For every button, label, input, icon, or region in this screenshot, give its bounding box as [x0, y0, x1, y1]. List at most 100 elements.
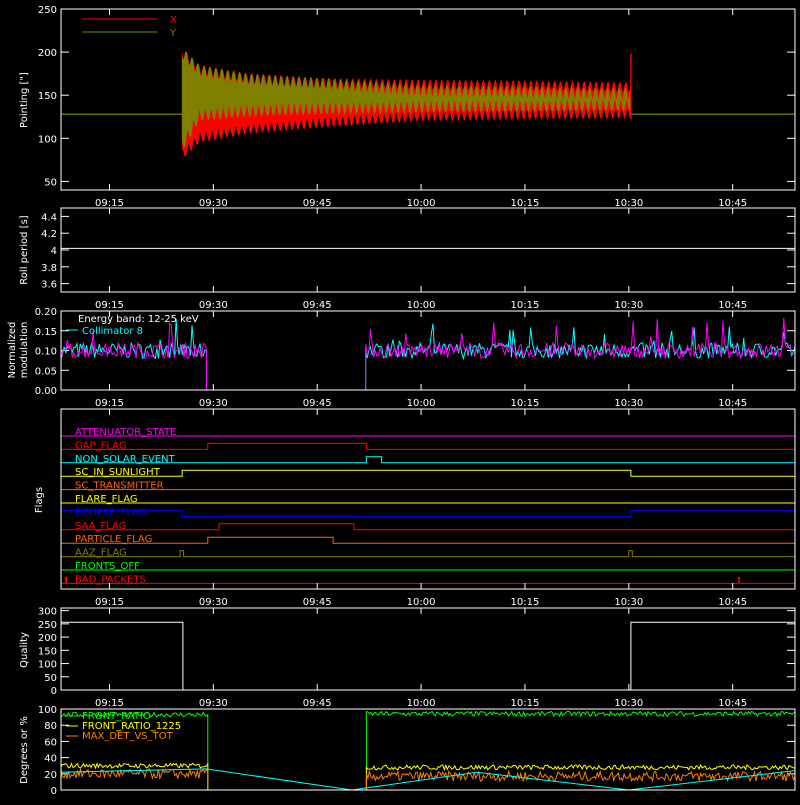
pointing-xtick-label: 10:45 — [718, 198, 747, 209]
flag-label-fronts-off: FRONTS_OFF — [75, 561, 140, 572]
flag-label-eclipse-flag: ECLIPSE_FLAG — [75, 507, 146, 518]
flag-label-non-solar-event: NON_SOLAR_EVENT — [75, 454, 176, 465]
flag-label-attenuator-state: ATTENUATOR_STATE — [75, 427, 176, 438]
quality-ytick-label: 50 — [44, 673, 57, 684]
modulation-series-2 — [60, 317, 796, 391]
flag-line-bad-packets — [61, 576, 795, 584]
pointing-xtick-label: 10:30 — [614, 198, 643, 209]
quality-ytick-label: 250 — [38, 620, 57, 631]
roll-ytick-label: 4.2 — [41, 229, 57, 240]
legend-x-label: X — [170, 15, 177, 26]
modulation-xtick-label: 10:00 — [407, 398, 436, 409]
modulation-ytick-label: 0.10 — [35, 347, 57, 358]
pointing-ytick-label: 50 — [44, 177, 57, 188]
pointing-xtick-label: 09:30 — [199, 198, 228, 209]
modulation-xtick-label: 10:45 — [718, 398, 747, 409]
flag-label-sc-transmitter: SC_TRANSMITTER — [75, 481, 164, 492]
pointing-ytick-label: 100 — [38, 134, 57, 145]
flag-label-sc-in-sunlight: SC_IN_SUNLIGHT — [75, 467, 161, 478]
quality-ytick-label: 100 — [38, 660, 57, 671]
modulation-annotation: Energy band: 12-25 keV — [78, 314, 199, 325]
modulation-ylabel-line1: Normalized — [7, 322, 18, 379]
modulation-xtick-label: 10:15 — [511, 398, 540, 409]
legend-y-label: Y — [169, 28, 177, 39]
flags-xtick-label: 09:45 — [303, 597, 332, 608]
roll-xtick-label: 09:45 — [303, 300, 332, 311]
flag-label-particle-flag: PARTICLE_FLAG — [75, 534, 152, 545]
legend-degrees-label-1: FRONT_RATIO — [82, 711, 151, 722]
degrees-ytick-label: 80 — [44, 721, 57, 732]
quality-ytick-label: 0 — [51, 686, 57, 697]
roll-xtick-label: 10:30 — [614, 300, 643, 311]
quality-xtick-label: 09:45 — [303, 698, 332, 709]
pointing-y-series — [181, 50, 632, 148]
flag-label-saa-flag: SAA_FLAG — [75, 521, 126, 532]
flag-line-non-solar-event — [61, 456, 795, 464]
flag-line-saa-flag — [61, 523, 795, 531]
degrees-series-max-det — [60, 767, 796, 791]
modulation-xtick-label: 10:30 — [614, 398, 643, 409]
modulation-xtick-label: 09:30 — [199, 398, 228, 409]
roll-frame — [60, 207, 796, 293]
pointing-ytick-label: 250 — [38, 5, 57, 16]
modulation-ytick-label: 0.05 — [35, 366, 57, 377]
roll-ytick-label: 3.8 — [41, 263, 57, 274]
flags-xtick-label: 10:45 — [718, 597, 747, 608]
flags-xtick-label: 10:15 — [511, 597, 540, 608]
quality-ytick-label: 150 — [38, 646, 57, 657]
modulation-frame — [60, 310, 796, 391]
flag-line-particle-flag — [61, 536, 795, 544]
flag-label-bad-packets: BAD_PACKETS — [75, 574, 146, 585]
modulation-ytick-label: 0.20 — [35, 307, 57, 318]
degrees-ytick-label: 100 — [38, 705, 57, 716]
flag-label-aaz-flag: AAZ_FLAG — [75, 548, 127, 559]
roll-ytick-label: 4 — [51, 246, 57, 257]
flags-frame — [60, 408, 796, 590]
flags-xtick-label: 09:15 — [95, 597, 124, 608]
degrees-series-cyan — [60, 768, 796, 791]
quality-xtick-label: 09:15 — [95, 698, 124, 709]
quality-xtick-label: 10:15 — [511, 698, 540, 709]
pointing-xtick-label: 10:00 — [407, 198, 436, 209]
flags-xtick-label: 10:00 — [407, 597, 436, 608]
degrees-series-front-ratio — [60, 710, 796, 791]
roll-ylabel: Roll period [s] — [19, 215, 30, 284]
quality-ylabel: Quality — [19, 632, 30, 668]
quality-ytick-label: 200 — [38, 633, 57, 644]
flag-line-sc-in-sunlight — [61, 469, 795, 477]
flag-label-gap-flag: GAP_FLAG — [75, 440, 127, 451]
roll-xtick-label: 10:00 — [407, 300, 436, 311]
pointing-ytick-label: 200 — [38, 48, 57, 59]
flag-line-aaz-flag — [61, 550, 795, 558]
pointing-frame — [60, 8, 796, 191]
pointing-ylabel: Pointing ["] — [19, 72, 30, 128]
degrees-ytick-label: 40 — [44, 754, 57, 765]
quality-xtick-label: 10:30 — [614, 698, 643, 709]
modulation-xtick-label: 09:45 — [303, 398, 332, 409]
roll-xtick-label: 09:30 — [199, 300, 228, 311]
legend-degrees-label-3: MAX_DET_VS_TOT — [82, 731, 174, 742]
pointing-xtick-label: 09:15 — [95, 198, 124, 209]
flag-line-eclipse-flag — [60, 509, 796, 517]
degrees-series-front-ratio-1225 — [60, 762, 796, 791]
roll-ytick-label: 4.4 — [41, 212, 57, 223]
degrees-frame — [60, 708, 796, 791]
pointing-ytick-label: 150 — [38, 91, 57, 102]
modulation-ytick-label: 0.15 — [35, 327, 57, 338]
flag-label-flare-flag: FLARE_FLAG — [75, 494, 138, 505]
degrees-ytick-label: 60 — [44, 737, 57, 748]
degrees-ylabel: Degrees or % — [19, 716, 30, 784]
degrees-ytick-label: 20 — [44, 770, 57, 781]
roll-ytick-label: 3.6 — [41, 280, 57, 291]
pointing-xtick-label: 10:15 — [511, 198, 540, 209]
flags-ylabel: Flags — [34, 487, 45, 513]
modulation-ylabel-line2: modulation — [19, 322, 30, 379]
flag-line-gap-flag — [61, 442, 795, 450]
roll-xtick-label: 09:15 — [95, 300, 124, 311]
quality-xtick-label: 10:00 — [407, 698, 436, 709]
legend-degrees-label-2: FRONT_RATIO_1225 — [82, 721, 181, 732]
flags-xtick-label: 10:30 — [614, 597, 643, 608]
quality-frame — [60, 607, 796, 691]
